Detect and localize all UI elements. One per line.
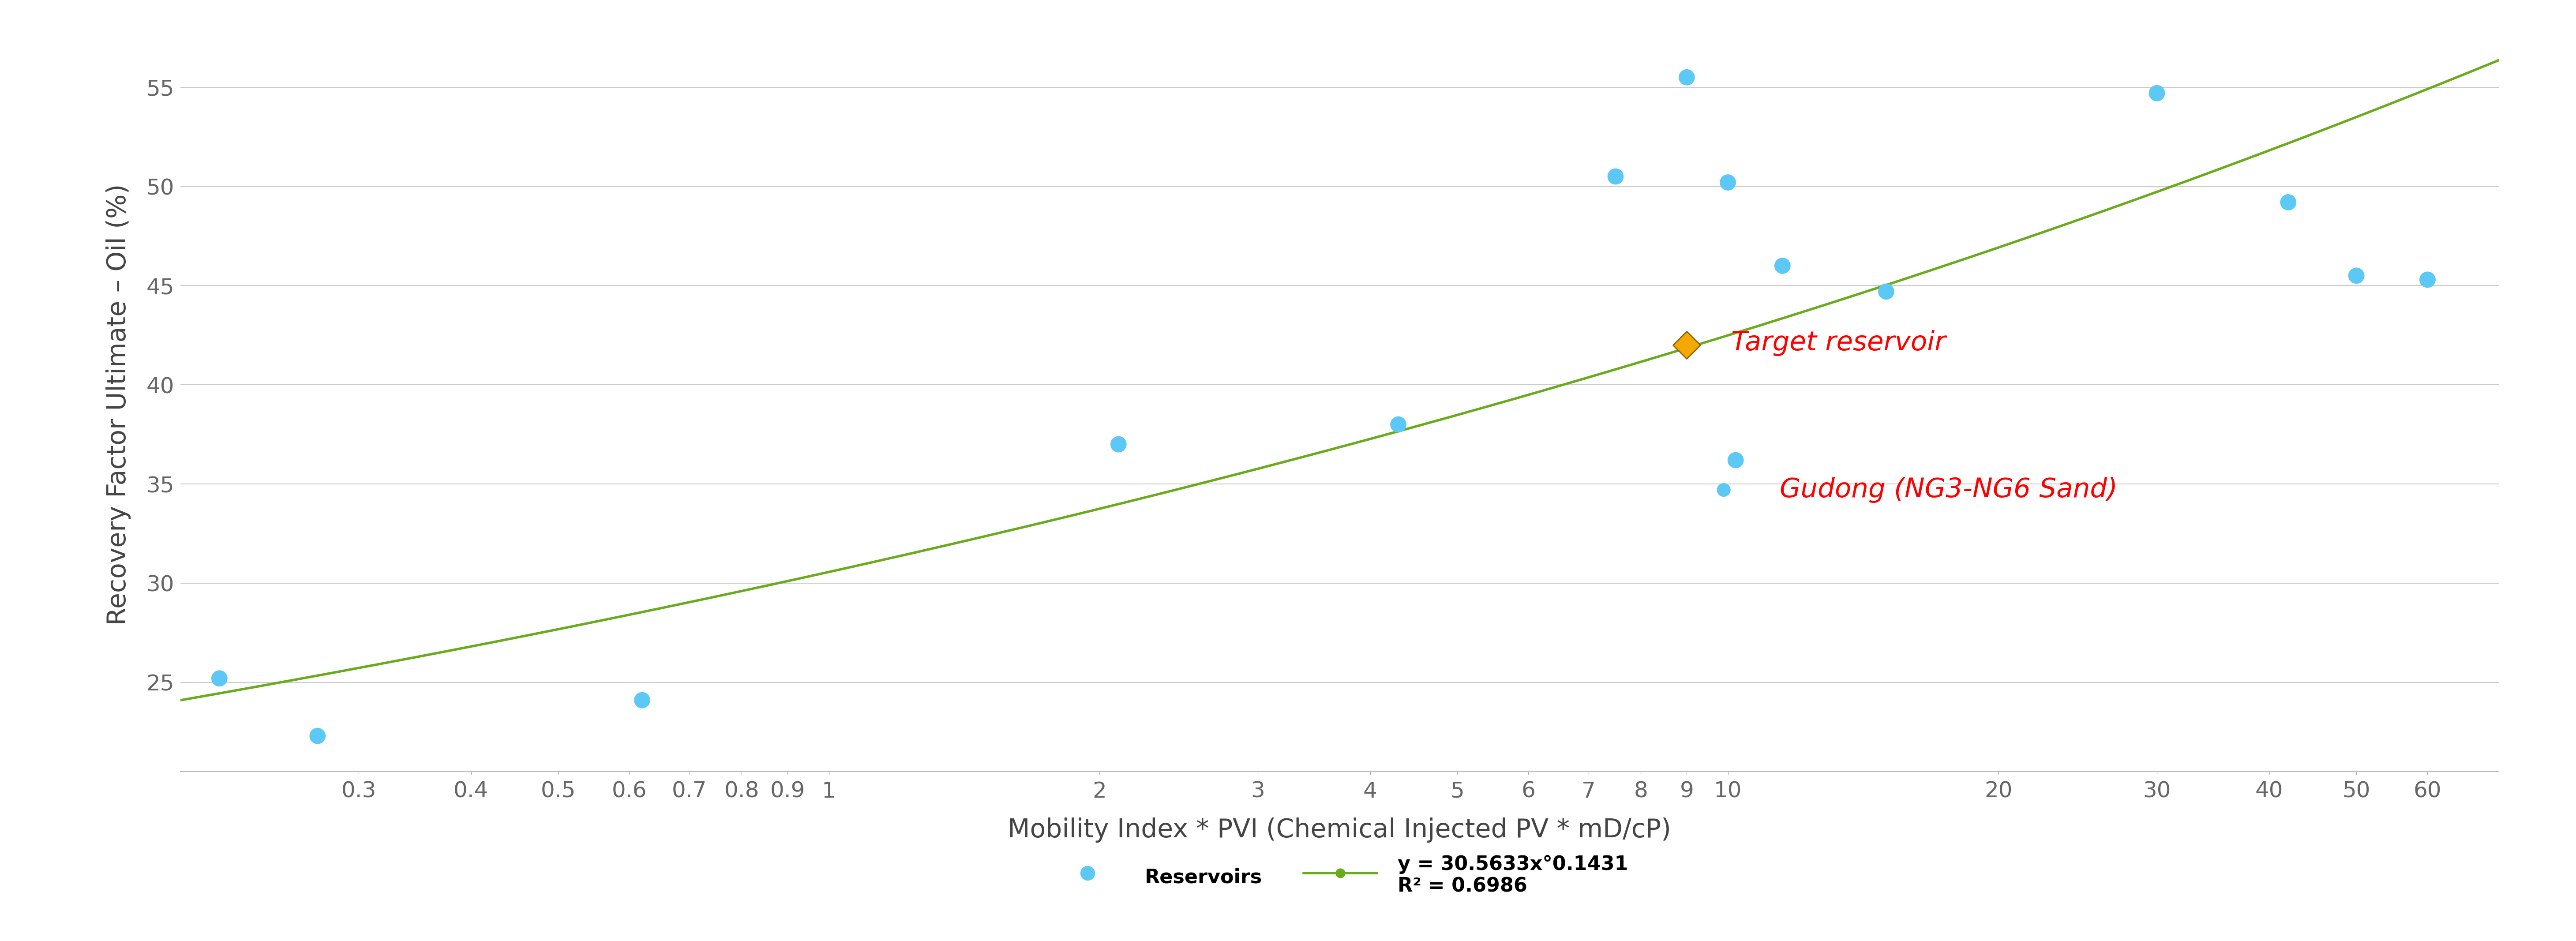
Legend: Reservoirs, y = 30.5633x°0.1431
R² = 0.6986: Reservoirs, y = 30.5633x°0.1431 R² = 0.6… bbox=[1043, 847, 1636, 904]
Point bbox=[2336, 268, 2378, 283]
Y-axis label: Recovery Factor Ultimate – Oil (%): Recovery Factor Ultimate – Oil (%) bbox=[106, 184, 131, 625]
Point bbox=[1595, 169, 1636, 184]
Point bbox=[296, 728, 337, 743]
Point bbox=[1708, 175, 1749, 190]
Point bbox=[621, 693, 662, 708]
Point bbox=[1703, 483, 1744, 498]
Point bbox=[198, 671, 240, 686]
Point bbox=[1716, 453, 1757, 468]
Point bbox=[2406, 272, 2447, 287]
Point bbox=[2267, 195, 2308, 210]
Text: Gudong (NG3-NG6 Sand): Gudong (NG3-NG6 Sand) bbox=[1780, 477, 2117, 502]
Point bbox=[1097, 437, 1139, 452]
Point bbox=[1762, 258, 1803, 273]
Point bbox=[1667, 338, 1708, 353]
Point bbox=[1667, 70, 1708, 85]
Point bbox=[2136, 86, 2177, 101]
Text: Target reservoir: Target reservoir bbox=[1731, 330, 1945, 356]
Point bbox=[1378, 417, 1419, 432]
Point bbox=[1865, 284, 1906, 299]
X-axis label: Mobility Index * PVI (Chemical Injected PV * mD/cP): Mobility Index * PVI (Chemical Injected … bbox=[1007, 818, 1672, 842]
